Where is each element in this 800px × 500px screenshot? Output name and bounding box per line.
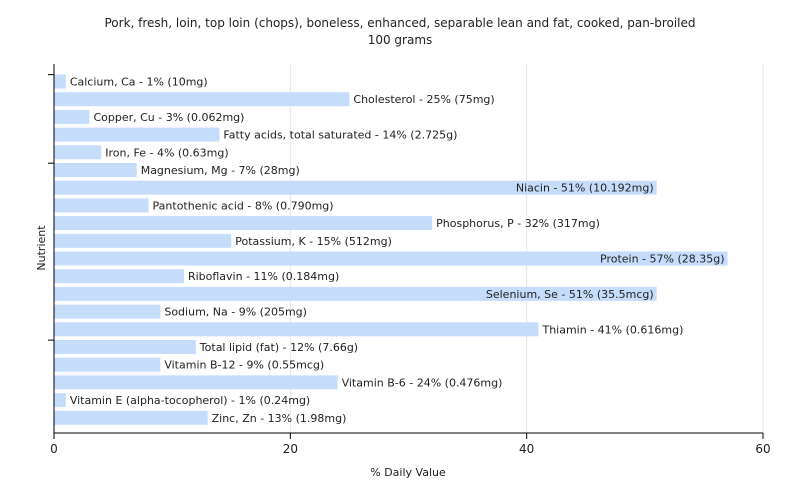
bar-label-12: Selenium, Se - 51% (35.5mcg) <box>486 288 654 301</box>
chart-title: Pork, fresh, loin, top loin (chops), bon… <box>104 16 695 30</box>
bar-3 <box>54 127 220 142</box>
bar-label-9: Potassium, K - 15% (512mg) <box>235 235 392 248</box>
bar-label-1: Cholesterol - 25% (75mg) <box>353 93 494 106</box>
bar-1 <box>54 92 350 107</box>
x-axis-label: % Daily Value <box>370 466 446 479</box>
bar-10 <box>54 251 728 266</box>
bar-7 <box>54 198 149 213</box>
bar-11 <box>54 269 184 284</box>
bar-label-0: Calcium, Ca - 1% (10mg) <box>70 76 208 89</box>
bar-19 <box>54 410 208 425</box>
bar-18 <box>54 393 66 408</box>
bar-label-11: Riboflavin - 11% (0.184mg) <box>188 270 339 283</box>
bar-9 <box>54 233 232 248</box>
bar-label-13: Sodium, Na - 9% (205mg) <box>164 306 307 319</box>
bar-label-14: Thiamin - 41% (0.616mg) <box>541 323 683 336</box>
bar-label-18: Vitamin E (alpha-tocopherol) - 1% (0.24m… <box>70 394 310 407</box>
bar-label-8: Phosphorus, P - 32% (317mg) <box>436 217 600 230</box>
x-tick-label-1: 20 <box>283 442 298 456</box>
bar-17 <box>54 375 338 390</box>
bar-label-4: Iron, Fe - 4% (0.63mg) <box>105 146 228 159</box>
bar-label-7: Pantothenic acid - 8% (0.790mg) <box>153 199 334 212</box>
bar-label-16: Vitamin B-12 - 9% (0.55mcg) <box>164 359 324 372</box>
bar-label-15: Total lipid (fat) - 12% (7.66g) <box>199 341 358 354</box>
bar-label-10: Protein - 57% (28.35g) <box>600 253 725 266</box>
bar-4 <box>54 145 102 160</box>
axes: 0 20 40 60 <box>48 64 771 456</box>
bar-label-3: Fatty acids, total saturated - 14% (2.72… <box>223 129 457 142</box>
x-tick-label-2: 40 <box>519 442 534 456</box>
bar-14 <box>54 322 539 337</box>
bar-13 <box>54 304 161 319</box>
bar-12 <box>54 286 657 301</box>
x-tick-label-0: 0 <box>50 442 58 456</box>
bars: Calcium, Ca - 1% (10mg) Cholesterol - 25%… <box>54 74 728 425</box>
bar-16 <box>54 357 161 372</box>
x-tick-label-3: 60 <box>755 442 770 456</box>
bar-label-2: Copper, Cu - 3% (0.062mg) <box>93 111 244 124</box>
bar-15 <box>54 340 196 354</box>
bar-0 <box>54 74 66 89</box>
bar-label-17: Vitamin B-6 - 24% (0.476mg) <box>342 376 503 389</box>
bar-label-6: Niacin - 51% (10.192mg) <box>516 182 654 195</box>
bar-label-5: Magnesium, Mg - 7% (28mg) <box>141 164 300 177</box>
bar-label-19: Zinc, Zn - 13% (1.98mg) <box>212 412 347 425</box>
y-axis-label: Nutrient <box>35 225 48 271</box>
bar-8 <box>54 216 433 231</box>
bar-5 <box>54 163 137 177</box>
chart-subtitle: 100 grams <box>368 33 433 47</box>
gridlines <box>289 64 764 433</box>
bar-2 <box>54 109 90 124</box>
bar-6 <box>54 180 657 195</box>
